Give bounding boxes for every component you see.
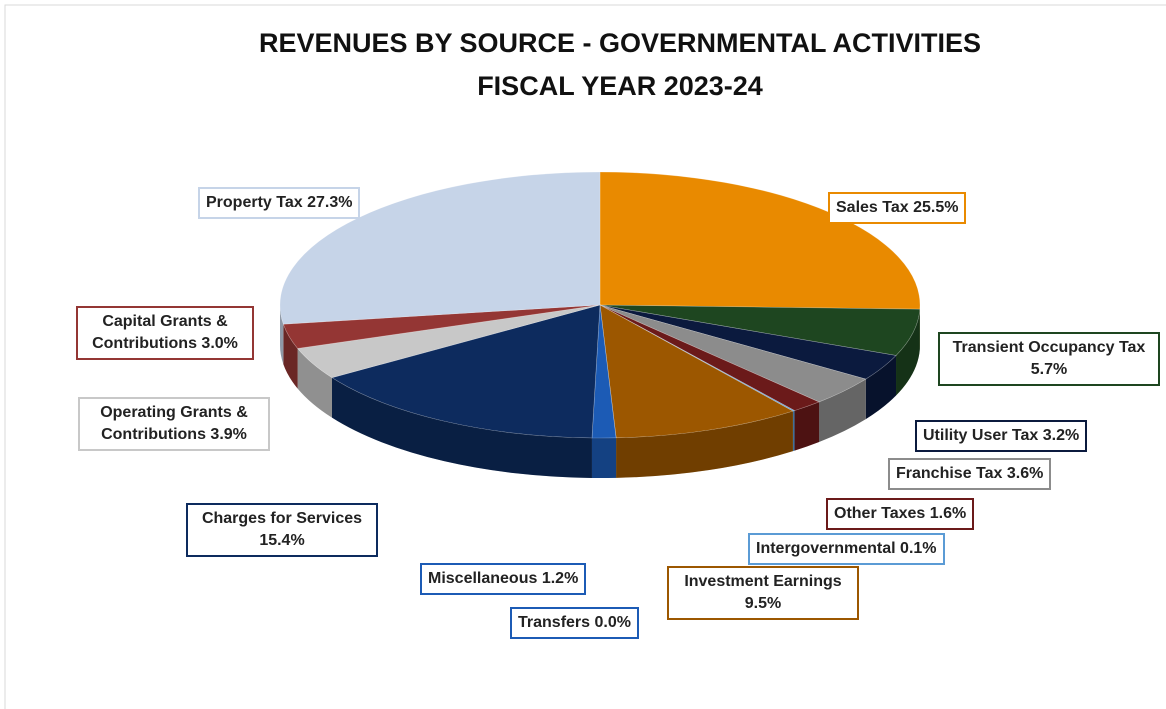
data-label: Intergovernmental 0.1% (748, 533, 945, 565)
data-label: Miscellaneous 1.2% (420, 563, 587, 595)
data-label: Capital Grants & Contributions 3.0% (76, 306, 254, 360)
data-label: Charges for Services 15.4% (186, 503, 378, 557)
slice-side-shade (819, 379, 866, 442)
label-name: Miscellaneous (428, 570, 538, 587)
slice-side (794, 401, 820, 451)
slice (591, 304, 617, 439)
label-value: 1.2% (541, 570, 579, 587)
slice (599, 304, 867, 403)
slice (599, 304, 796, 412)
chart-title: REVENUES BY SOURCE - GOVERNMENTAL ACTIVI… (258, 28, 982, 58)
label-value: 15.4% (259, 532, 305, 549)
frame (4, 4, 1166, 709)
label-name: Intergovernmental (756, 540, 896, 557)
label-value: 1.6% (929, 505, 967, 522)
label-name: Franchise Tax (896, 465, 1003, 482)
label-value: 0.0% (594, 614, 631, 631)
label-value: 3.2% (1042, 427, 1080, 444)
slice-side-shade (280, 305, 284, 365)
slice-side-shade (865, 355, 897, 420)
slice (282, 304, 601, 349)
data-label: Operating Grants & Contributions 3.9% (78, 397, 270, 451)
slice-side (865, 355, 897, 420)
slice (599, 304, 820, 411)
label-name: Transient Occupancy Tax (952, 339, 1146, 356)
slice-side-shade (792, 410, 795, 452)
slice-side (819, 379, 866, 442)
data-label: Transient Occupancy Tax 5.7% (938, 332, 1160, 386)
data-label: Franchise Tax 3.6% (888, 458, 1052, 490)
slice-side (331, 377, 592, 478)
label-value: 3.9% (210, 426, 247, 443)
slice-side (616, 411, 793, 478)
label-value: 3.0% (201, 335, 238, 352)
slice (297, 304, 601, 378)
slice-side (896, 309, 920, 396)
slice-side (280, 305, 284, 365)
label-name: Other Taxes (834, 505, 926, 522)
slice-side (297, 348, 332, 418)
chart-subtitle: FISCAL YEAR 2023-24 (477, 71, 763, 101)
label-value: 9.5% (744, 595, 782, 612)
label-name: Investment Earnings (684, 573, 842, 590)
slice-side-shade (331, 377, 592, 478)
label-value: 5.7% (1030, 361, 1068, 378)
label-value: 0.1% (900, 540, 937, 557)
label-name: Charges for Services (201, 510, 363, 527)
label-name: Sales Tax (836, 199, 909, 216)
slice-side-shade (896, 309, 920, 396)
slice-side (792, 410, 795, 452)
label-name: Operating Grants & Contributions (100, 404, 248, 443)
label-name: Transfers (518, 614, 591, 631)
data-label: Utility User Tax 3.2% (915, 420, 1088, 452)
slice (599, 304, 897, 380)
data-label: Sales Tax 25.5% (828, 192, 967, 224)
slice (599, 304, 921, 356)
data-label: Other Taxes 1.6% (826, 498, 975, 530)
label-value: 25.5% (913, 199, 959, 216)
slice (599, 304, 794, 439)
label-value: 27.3% (307, 194, 353, 211)
slice-side-shade (616, 411, 793, 478)
slice-side-shade (591, 437, 617, 478)
slice-side-shade (794, 401, 820, 451)
label-name: Property Tax (206, 194, 303, 211)
slice-side-shade (283, 324, 298, 389)
data-label: Transfers 0.0% (510, 607, 639, 639)
slice-side (591, 437, 617, 478)
data-label: Property Tax 27.3% (198, 187, 361, 219)
slice-side (283, 324, 298, 389)
slice-side-shade (297, 348, 332, 418)
data-label: Investment Earnings 9.5% (667, 566, 859, 620)
label-value: 3.6% (1006, 465, 1044, 482)
label-name: Capital Grants & Contributions (92, 313, 228, 352)
label-name: Utility User Tax (923, 427, 1039, 444)
slice (331, 304, 601, 439)
